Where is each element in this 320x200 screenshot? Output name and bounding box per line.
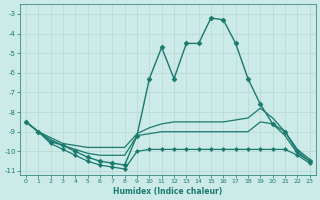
X-axis label: Humidex (Indice chaleur): Humidex (Indice chaleur) [113, 187, 222, 196]
